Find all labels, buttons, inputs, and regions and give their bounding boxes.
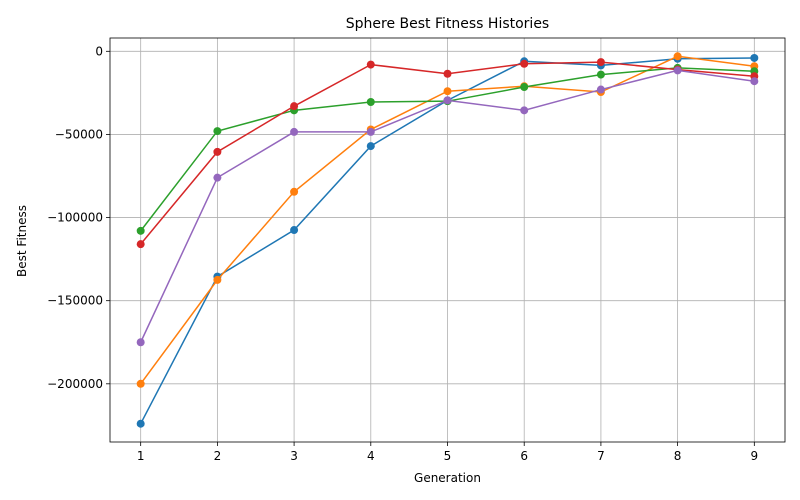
series-1-point-2 [290,187,299,196]
y-tick-label-0: 0 [95,44,103,58]
series-4-point-0 [136,338,145,347]
series-3-point-0 [136,240,145,249]
series-4-point-7 [673,66,682,75]
x-tick-label-5: 6 [520,449,528,463]
x-tick-label-6: 7 [597,449,605,463]
y-axis-label: Best Fitness [15,205,29,277]
series-4-point-2 [290,127,299,136]
series-3-point-1 [213,147,222,156]
y-tick-label-3: −150000 [47,294,103,308]
series-2-point-0 [136,226,145,235]
x-tick-label-2: 3 [290,449,298,463]
series-3-point-2 [290,102,299,111]
series-2-point-5 [520,83,529,92]
x-tick-label-0: 1 [137,449,145,463]
series-2-point-3 [366,98,375,107]
series-3-point-4 [443,69,452,78]
y-tick-label-2: −100000 [47,211,103,225]
series-0-point-0 [136,419,145,428]
x-tick-label-3: 4 [367,449,375,463]
series-0-point-8 [750,53,759,62]
x-tick-label-1: 2 [214,449,222,463]
series-4-point-8 [750,77,759,86]
series-4-point-5 [520,106,529,115]
y-tick-label-4: −200000 [47,377,103,391]
x-tick-label-4: 5 [444,449,452,463]
series-2-point-6 [596,70,605,79]
series-0-point-3 [366,142,375,151]
series-1-point-1 [213,275,222,284]
series-3-point-3 [366,60,375,69]
x-tick-label-7: 8 [674,449,682,463]
series-1-point-0 [136,379,145,388]
series-4-point-4 [443,96,452,105]
series-3-point-6 [596,58,605,67]
series-3-point-5 [520,59,529,68]
plot-area: 1 2 3 4 5 6 7 8 9 0 −50000 −100000 −150000 −200000 [47,37,786,463]
x-axis-label: Generation [414,471,481,485]
series-4-point-6 [596,85,605,94]
y-tick-label-1: −50000 [55,127,103,141]
series-4-point-1 [213,173,222,182]
series-4-point-3 [366,127,375,136]
series-1-point-4 [443,87,452,96]
x-tick-label-8: 9 [750,449,758,463]
series-2-point-1 [213,127,222,136]
series-0-point-2 [290,226,299,235]
series-1-point-7 [673,52,682,61]
chart-title: Sphere Best Fitness Histories [346,16,549,32]
